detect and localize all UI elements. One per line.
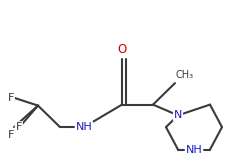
Text: N: N [174,110,182,120]
Text: O: O [117,43,127,56]
Text: CH₃: CH₃ [175,70,193,80]
Text: F: F [8,93,14,103]
Text: NH: NH [186,145,202,155]
Text: F: F [16,122,22,132]
Text: F: F [8,130,14,140]
Text: NH: NH [76,122,92,132]
